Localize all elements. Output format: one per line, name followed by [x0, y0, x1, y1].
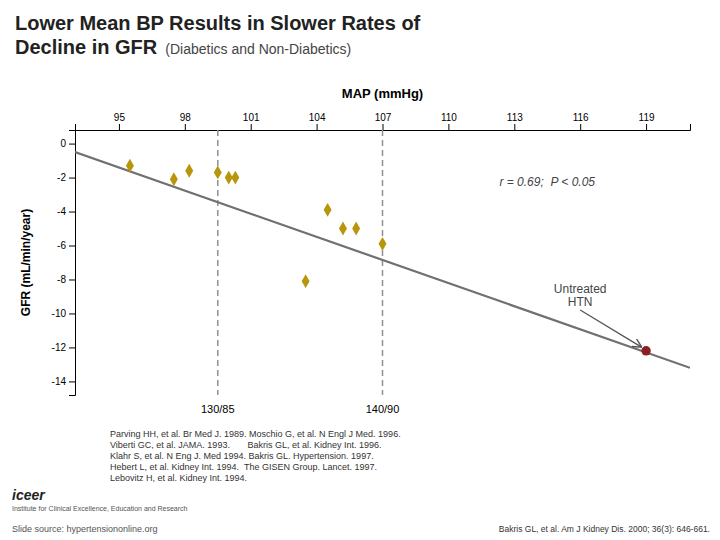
- x-axis-line: [76, 124, 691, 131]
- y-tick-mark: [69, 347, 75, 348]
- reference-line-text: Viberti GC, et al. JAMA. 1993. Bakris GL…: [110, 440, 381, 450]
- x-tick-label: 101: [243, 112, 260, 123]
- annotation-line: Untreated: [554, 282, 607, 296]
- subtitle: (Diabetics and Non-Diabetics): [165, 41, 351, 57]
- y-tick-mark: [69, 381, 75, 382]
- point: [214, 166, 222, 180]
- point: [352, 222, 360, 236]
- x-tick-mark: [119, 124, 120, 130]
- y-tick-label: -2: [57, 172, 66, 183]
- y-tick: -14: [52, 376, 75, 387]
- y-tick-label: -12: [52, 342, 67, 353]
- title-line: Decline in GFR: [15, 36, 158, 58]
- y-axis: 0 -2 -4 -6 -8 -10 -12 -14: [52, 131, 76, 396]
- x-tick-label: 107: [375, 112, 392, 123]
- y-tick-mark: [69, 212, 75, 213]
- point: [339, 222, 347, 236]
- annotation-line: HTN: [568, 295, 593, 309]
- x-tick: 110: [441, 112, 457, 130]
- y-tick-label: -6: [57, 240, 66, 251]
- x-tick-label: 119: [639, 112, 655, 123]
- point: [302, 274, 310, 288]
- y-tick-mark: [69, 144, 75, 145]
- x-tick-mark: [514, 124, 515, 130]
- y-tick: -6: [57, 240, 75, 251]
- point: [231, 171, 239, 185]
- y-tick: -12: [52, 342, 75, 353]
- y-tick: 0: [60, 138, 75, 149]
- annotation: r = 0.69; P < 0.05: [499, 175, 595, 189]
- y-tick-label: -4: [57, 206, 66, 217]
- y-tick: -10: [52, 308, 75, 319]
- title-line: Lower Mean BP Results in Slower Rates of: [15, 12, 421, 34]
- annotation: UntreatedHTN: [554, 282, 607, 309]
- x-tick: 104: [309, 112, 326, 130]
- x-tick: 98: [180, 112, 192, 130]
- point: [185, 164, 193, 178]
- y-tick-label: -10: [52, 308, 67, 319]
- point: [379, 237, 387, 251]
- source: Slide source: hypertensiononline.org: [12, 524, 158, 534]
- logo-text: Institute for Clinical Excellence, Educa…: [12, 505, 188, 512]
- reference-line: [382, 130, 384, 395]
- y-tick-label: -14: [52, 376, 67, 387]
- reference-line-label: 130/85: [201, 403, 235, 415]
- y-tick: -8: [57, 274, 75, 285]
- y-axis-title: GFR (mL/min/year): [19, 209, 33, 316]
- x-tick-mark: [317, 124, 318, 130]
- x-tick-label: 104: [309, 112, 326, 123]
- reference-line-label: 140/90: [366, 403, 400, 415]
- x-tick-mark: [251, 124, 252, 130]
- x-tick-label: 116: [573, 112, 589, 123]
- x-tick: 107: [375, 112, 392, 130]
- x-tick: 95: [114, 112, 126, 130]
- point: [126, 159, 134, 173]
- x-tick-mark: [580, 124, 581, 130]
- title: Lower Mean BP Results in Slower Rates of…: [15, 12, 421, 58]
- x-tick: 113: [507, 112, 523, 130]
- y-tick: -4: [57, 206, 75, 217]
- regression-line: [75, 152, 690, 368]
- x-tick: 119: [639, 112, 655, 130]
- x-tick: 116: [573, 112, 589, 130]
- reference-line-text: Lebovitz H, et al. Kidney Int. 1994.: [110, 473, 247, 483]
- reference-line-text: Klahr S, et al. N Eng J. Med 1994. Bakri…: [110, 451, 374, 461]
- x-axis-title: MAP (mmHg): [342, 86, 423, 101]
- x-tick-mark: [646, 124, 647, 130]
- point: [170, 172, 178, 186]
- chart: Lower Mean BP Results in Slower Rates of…: [0, 0, 720, 540]
- point-series: [126, 159, 387, 288]
- y-axis-line: [69, 131, 76, 396]
- annotation-arrow: [580, 310, 641, 347]
- y-tick: -2: [57, 172, 75, 183]
- y-tick-mark: [69, 313, 75, 314]
- y-tick-mark: [69, 279, 75, 280]
- point-series: [641, 346, 650, 355]
- x-tick: 101: [243, 112, 260, 130]
- x-tick-label: 113: [507, 112, 523, 123]
- x-tick-mark: [383, 124, 384, 130]
- x-tick-label: 98: [180, 112, 192, 123]
- footer: Bakris GL, et al. Am J Kidney Dis. 2000;…: [499, 524, 710, 534]
- x-tick-mark: [448, 124, 449, 130]
- x-tick-label: 95: [114, 112, 126, 123]
- x-tick-label: 110: [441, 112, 457, 123]
- marks: [75, 130, 690, 395]
- logo-name: iceer: [12, 487, 46, 503]
- y-tick-label: 0: [60, 138, 66, 149]
- y-tick-label: -8: [57, 274, 66, 285]
- point: [324, 203, 332, 217]
- references: Parving HH, et al. Br Med J. 1989. Mosch…: [110, 429, 401, 483]
- y-tick-mark: [69, 178, 75, 179]
- point: [641, 346, 650, 355]
- x-axis: 95 98 101 104 107 110 113 116 119: [76, 112, 691, 131]
- reference-line-text: Hebert L, et al. Kidney Int. 1994. The G…: [110, 462, 377, 472]
- y-tick-mark: [69, 246, 75, 247]
- x-tick-mark: [185, 124, 186, 130]
- plot: 95 98 101 104 107 110 113 116 119 0 -2 -4 -6 -8 -10 -12…: [19, 86, 691, 415]
- reference-line-text: Parving HH, et al. Br Med J. 1989. Mosch…: [110, 429, 401, 439]
- annotation-line: r = 0.69; P < 0.05: [499, 175, 595, 189]
